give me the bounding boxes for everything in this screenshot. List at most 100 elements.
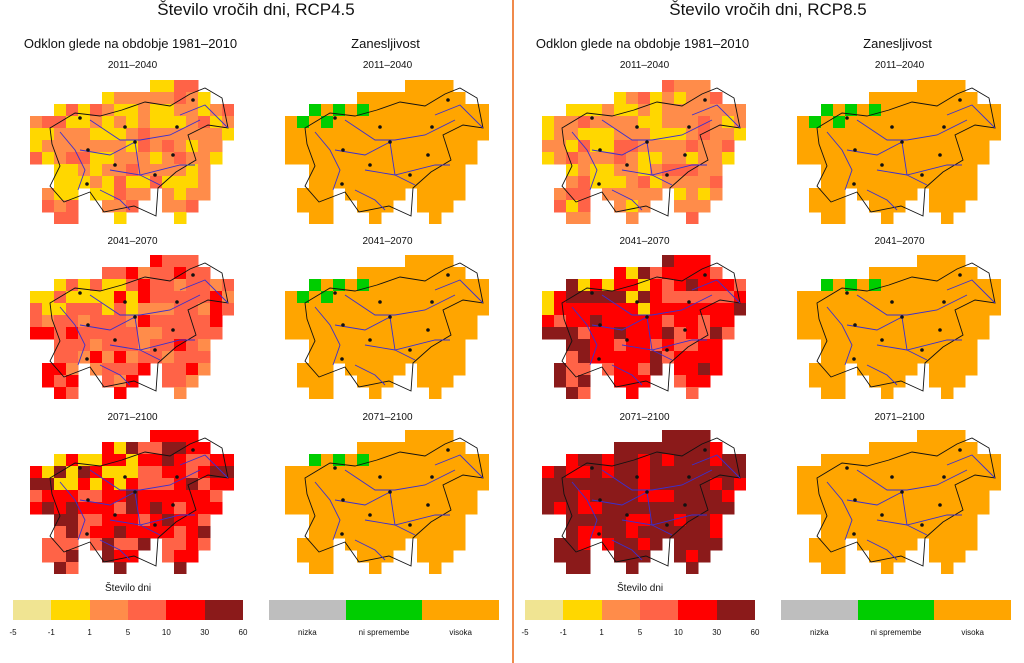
grid-cell [369, 315, 382, 328]
grid-cell [869, 140, 882, 153]
grid-cell [674, 478, 687, 491]
grid-cell [297, 375, 310, 388]
grid-cell [357, 514, 370, 527]
grid-cell [881, 526, 894, 539]
grid-cell [453, 454, 466, 467]
grid-cell [465, 152, 478, 165]
grid-cell [357, 490, 370, 503]
station-dot [133, 490, 137, 494]
grid-cell [90, 104, 103, 117]
grid-cell [30, 128, 43, 141]
grid-cell [941, 562, 954, 574]
station-dot [920, 348, 924, 352]
river-line [571, 131, 598, 191]
grid-cell [162, 104, 175, 117]
grid-cell [42, 291, 55, 304]
grid-cell [965, 279, 978, 292]
grid-cell [614, 514, 627, 527]
grid-cell [698, 291, 711, 304]
grid-cell [722, 490, 735, 503]
grid-cell [162, 315, 175, 328]
grid-cell [905, 291, 918, 304]
grid-cell [893, 303, 906, 316]
grid-cell [869, 116, 882, 129]
grid-cell [953, 327, 966, 340]
grid-cell [441, 92, 454, 105]
grid-cell [150, 291, 163, 304]
river-line [179, 104, 229, 129]
grid-cell [809, 291, 822, 304]
grid-cell [698, 327, 711, 340]
grid-cell [309, 104, 322, 117]
grid-cell [174, 80, 187, 93]
river-line [434, 279, 484, 304]
grid-cell [54, 188, 67, 201]
grid-cell [554, 303, 567, 316]
grid-cell [965, 315, 978, 328]
river-line [179, 279, 229, 304]
legend-swatch [716, 600, 755, 620]
grid-cell [138, 315, 151, 328]
grid-cell [977, 490, 990, 503]
legend-swatch [525, 600, 564, 620]
grid-cell [162, 375, 175, 388]
grid-cell [650, 478, 663, 491]
grid-cell [662, 116, 675, 129]
grid-cell [953, 128, 966, 141]
grid-cell [441, 538, 454, 551]
legend-swatch [89, 600, 128, 620]
grid-cell [405, 164, 418, 177]
grid-cell [710, 454, 723, 467]
grid-cell [174, 550, 187, 563]
grid-cell [638, 502, 651, 515]
grid-cell [210, 279, 223, 292]
reliability-map [797, 430, 1001, 574]
grid-cell [198, 104, 211, 117]
grid-cell [626, 351, 639, 364]
grid-cell [917, 442, 930, 455]
grid-cell [90, 478, 103, 491]
grid-cell [297, 315, 310, 328]
station-dot [85, 532, 89, 536]
river-line [856, 119, 968, 141]
grid-cell [198, 128, 211, 141]
grid-cell [453, 164, 466, 177]
grid-cell [881, 92, 894, 105]
period-label: 2011–2040 [362, 60, 413, 71]
grid-cell [650, 327, 663, 340]
grid-cell [638, 526, 651, 539]
grid-cell [965, 363, 978, 376]
grid-cell [809, 140, 822, 153]
grid-cell [138, 140, 151, 153]
grid-cell [590, 128, 603, 141]
grid-cell [929, 442, 942, 455]
grid-cell [309, 375, 322, 388]
station-dot [890, 475, 894, 479]
grid-cell [638, 466, 651, 479]
grid-cell [917, 514, 930, 527]
period-label: 2041–2070 [107, 236, 158, 247]
grid-cell [138, 128, 151, 141]
grid-cell [393, 315, 406, 328]
grid-cell [357, 502, 370, 515]
grid-cell [941, 363, 954, 376]
grid-cell [126, 279, 139, 292]
grid-cell [333, 128, 346, 141]
river-line [611, 364, 643, 386]
station-dot [175, 125, 179, 129]
grid-cell [881, 466, 894, 479]
grid-cell [345, 188, 358, 201]
station-dot [625, 163, 629, 167]
grid-cell [321, 478, 334, 491]
grid-cell [429, 430, 442, 443]
grid-cell [686, 327, 699, 340]
legend-tick: 60 [750, 628, 760, 637]
grid-cell [809, 128, 822, 141]
grid-cell [162, 538, 175, 551]
grid-cell [698, 152, 711, 165]
country-border [816, 262, 996, 392]
grid-cell [441, 363, 454, 376]
grid-cell [698, 466, 711, 479]
grid-cell [174, 490, 187, 503]
grid-cell [138, 454, 151, 467]
